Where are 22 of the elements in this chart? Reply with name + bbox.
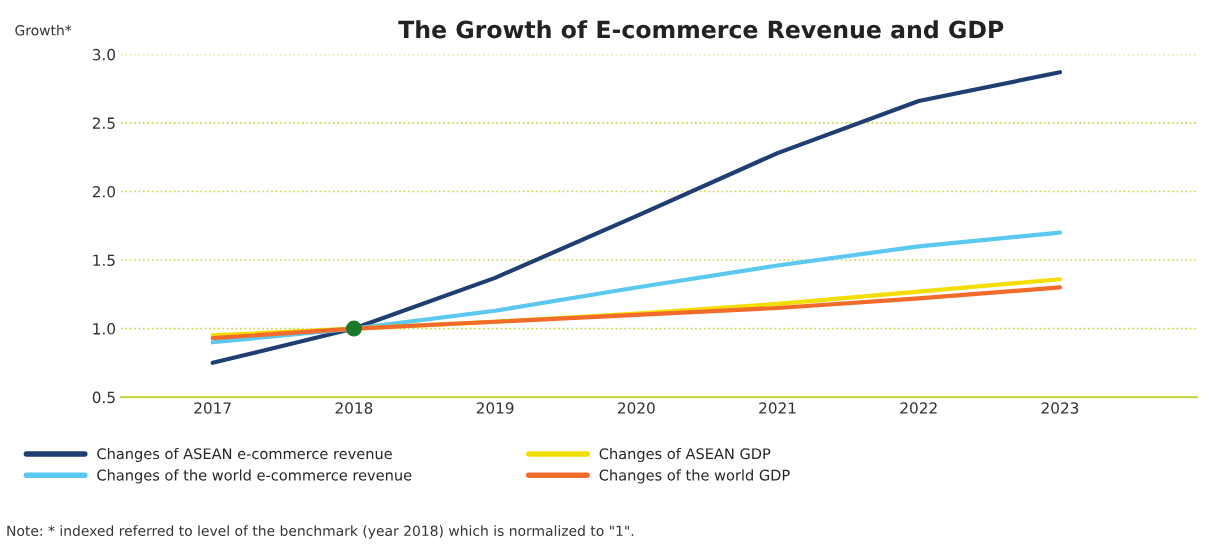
- x-tick-label: 2018: [335, 402, 373, 414]
- x-tick-label: 2021: [759, 402, 796, 414]
- legend-label: Changes of ASEAN e-commerce revenue: [97, 447, 392, 463]
- y-axis-title: Growth*: [15, 24, 72, 36]
- x-tick-label: 2023: [1041, 402, 1079, 414]
- line-series: [210, 285, 1063, 341]
- x-tick-label: 2019: [476, 402, 514, 414]
- y-tick-label: 0.5: [92, 391, 115, 404]
- x-tick-label: 2017: [194, 402, 231, 414]
- y-tick-label: 2.5: [92, 117, 115, 129]
- y-tick-label: 1.0: [93, 323, 116, 335]
- legend-label: Changes of the world GDP: [599, 469, 790, 484]
- legend-label: Changes of ASEAN GDP: [599, 447, 771, 463]
- line-series: [210, 70, 1063, 365]
- chart-title: The Growth of E-commerce Revenue and GDP: [398, 20, 1004, 39]
- y-tick-label: 3.0: [92, 48, 116, 61]
- y-tick-label: 1.5: [93, 254, 115, 267]
- x-tick-label: 2022: [900, 402, 937, 414]
- legend-label: Changes of the world e-commerce revenue: [97, 469, 412, 484]
- y-tick-label: 2.0: [92, 185, 116, 198]
- text: Note: * indexed referred to level of the benchmark (year 2018) which is normalized to "1".: [7, 525, 634, 539]
- x-tick-label: 2020: [617, 402, 655, 414]
